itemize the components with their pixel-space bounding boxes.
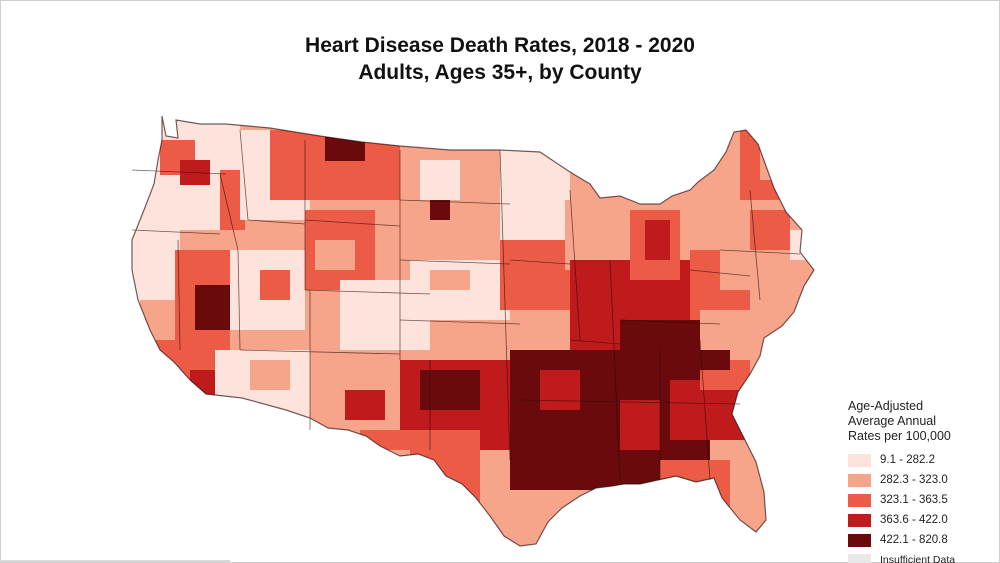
legend-item: 9.1 - 282.2 (848, 450, 988, 470)
legend-label: 282.3 - 323.0 (880, 474, 948, 486)
legend-item: 363.6 - 422.0 (848, 510, 988, 530)
legend-item: Insufficient Data (848, 550, 988, 563)
legend-label: 422.1 - 820.8 (880, 534, 948, 546)
legend-title: Age-Adjusted Average Annual Rates per 10… (848, 399, 988, 444)
legend-swatch (848, 473, 871, 487)
bottom-rule (0, 560, 230, 562)
legend-swatch (848, 453, 871, 467)
legend-title-line: Age-Adjusted (848, 399, 924, 413)
legend-swatch (848, 493, 871, 507)
legend-label: 9.1 - 282.2 (880, 454, 935, 466)
map-legend: Age-Adjusted Average Annual Rates per 10… (848, 399, 988, 563)
legend-item: 323.1 - 363.5 (848, 490, 988, 510)
legend-item: 422.1 - 820.8 (848, 530, 988, 550)
legend-swatch (848, 553, 871, 563)
legend-swatch (848, 513, 871, 527)
legend-label: Insufficient Data (880, 554, 956, 563)
map-title-line-2: Adults, Ages 35+, by County (358, 61, 642, 84)
map-title-line-1: Heart Disease Death Rates, 2018 - 2020 (305, 34, 695, 57)
us-county-choropleth-map (131, 115, 815, 547)
legend-label: 323.1 - 363.5 (880, 494, 948, 506)
legend-swatch (848, 533, 871, 547)
map-title: Heart Disease Death Rates, 2018 - 2020 A… (0, 32, 1000, 86)
legend-items: 9.1 - 282.2 282.3 - 323.0 323.1 - 363.5 … (848, 450, 988, 563)
legend-title-line: Rates per 100,000 (848, 429, 951, 443)
legend-title-line: Average Annual (848, 414, 937, 428)
legend-item: 282.3 - 323.0 (848, 470, 988, 490)
legend-label: 363.6 - 422.0 (880, 514, 948, 526)
